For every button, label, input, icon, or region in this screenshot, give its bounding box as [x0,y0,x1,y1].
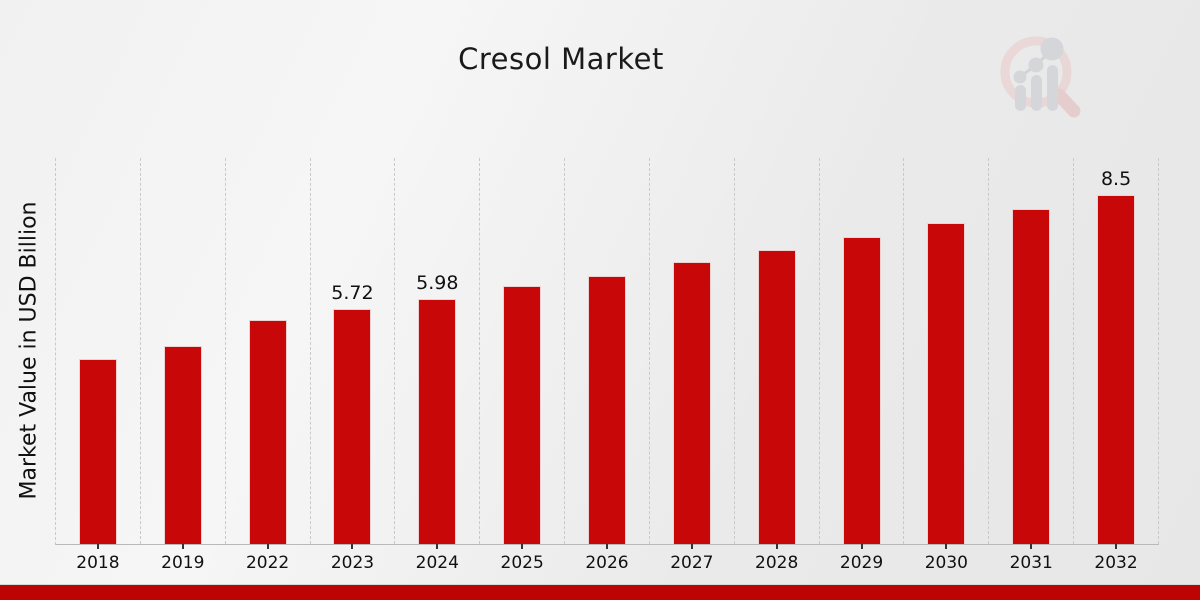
x-axis-label-2031: 2031 [1009,553,1053,573]
x-axis-label-2030: 2030 [924,553,968,573]
category-cell-2024: 5.98 2024 [395,158,481,573]
category-cell-2029: 2029 [820,158,905,573]
category-cell-2019: 2019 [141,158,226,573]
x-axis-tick-2018 [96,544,99,549]
x-axis-tick-2019 [181,544,184,549]
magnifier-handle [1052,88,1081,118]
bar-2030 [927,223,966,544]
logo-bar-tall [1047,65,1058,111]
bar-2018 [78,359,117,544]
bar-2023 [333,309,372,544]
magnifier-bar-chart-logo-icon [1000,36,1081,118]
bar-2024 [418,299,457,544]
category-cell-2028: 2028 [735,158,820,573]
x-axis-label-2018: 2018 [76,553,120,573]
category-cell-2027: 2027 [650,158,735,573]
y-axis-label: Market Value in USD Billion [16,201,42,500]
bar-2025 [503,286,542,544]
category-cell-2018: 2018 [56,158,141,573]
x-axis-label-2022: 2022 [245,553,290,573]
x-axis-label-2029: 2029 [839,553,884,573]
bar-2029 [842,237,881,544]
data-label-2024: 5.98 [416,272,459,294]
logo-bar-medium [1031,75,1042,111]
bar-2019 [163,346,202,544]
bar-2028 [757,250,796,544]
x-axis-label-2024: 2024 [415,553,459,573]
bar-2031 [1012,209,1051,544]
logo-dot-small [1013,70,1027,84]
x-axis-label-2023: 2023 [330,553,375,573]
x-axis-tick-2032 [1115,544,1118,549]
plot-area: 2018 2019 2022 5.72 2023 5.98 2024 2025 2026 2027… [55,158,1159,573]
bar-2022 [248,320,287,544]
category-cell-2032: 8.5 2032 [1074,158,1159,573]
category-cell-2026: 2026 [565,158,650,573]
category-cell-2025: 2025 [480,158,566,573]
x-axis-tick-2031 [1030,544,1033,549]
category-cell-2023: 5.72 2023 [311,158,396,573]
x-axis-tick-2022 [266,544,269,549]
bar-2026 [587,276,626,544]
x-axis-label-2032: 2032 [1094,553,1138,573]
logo-bar-short [1015,85,1026,111]
logo-dot-medium [1028,57,1044,73]
data-label-2023: 5.72 [331,282,374,304]
x-axis-tick-2025 [521,544,524,549]
category-cell-2022: 2022 [226,158,311,573]
x-axis-tick-2028 [775,544,778,549]
x-axis-tick-2029 [860,544,863,549]
x-axis-label-2025: 2025 [500,553,544,573]
bar-2027 [672,262,711,544]
category-cell-2030: 2030 [904,158,990,573]
x-axis-label-2019: 2019 [161,553,205,573]
bar-2032 [1097,195,1136,544]
x-axis-tick-2024 [436,544,439,549]
x-axis-tick-2027 [690,544,693,549]
x-axis-tick-2030 [945,544,948,549]
x-axis-label-2028: 2028 [755,553,799,573]
x-axis-tick-2026 [605,544,608,549]
x-axis-label-2026: 2026 [585,553,629,573]
brand-footer-strip [0,584,1200,600]
chart-title: Cresol Market [458,42,664,76]
category-cell-2031: 2031 [989,158,1075,573]
data-label-2032: 8.5 [1100,168,1132,190]
x-axis-label-2027: 2027 [670,553,714,573]
logo-dot-large [1040,37,1064,61]
x-axis-tick-2023 [351,544,354,549]
